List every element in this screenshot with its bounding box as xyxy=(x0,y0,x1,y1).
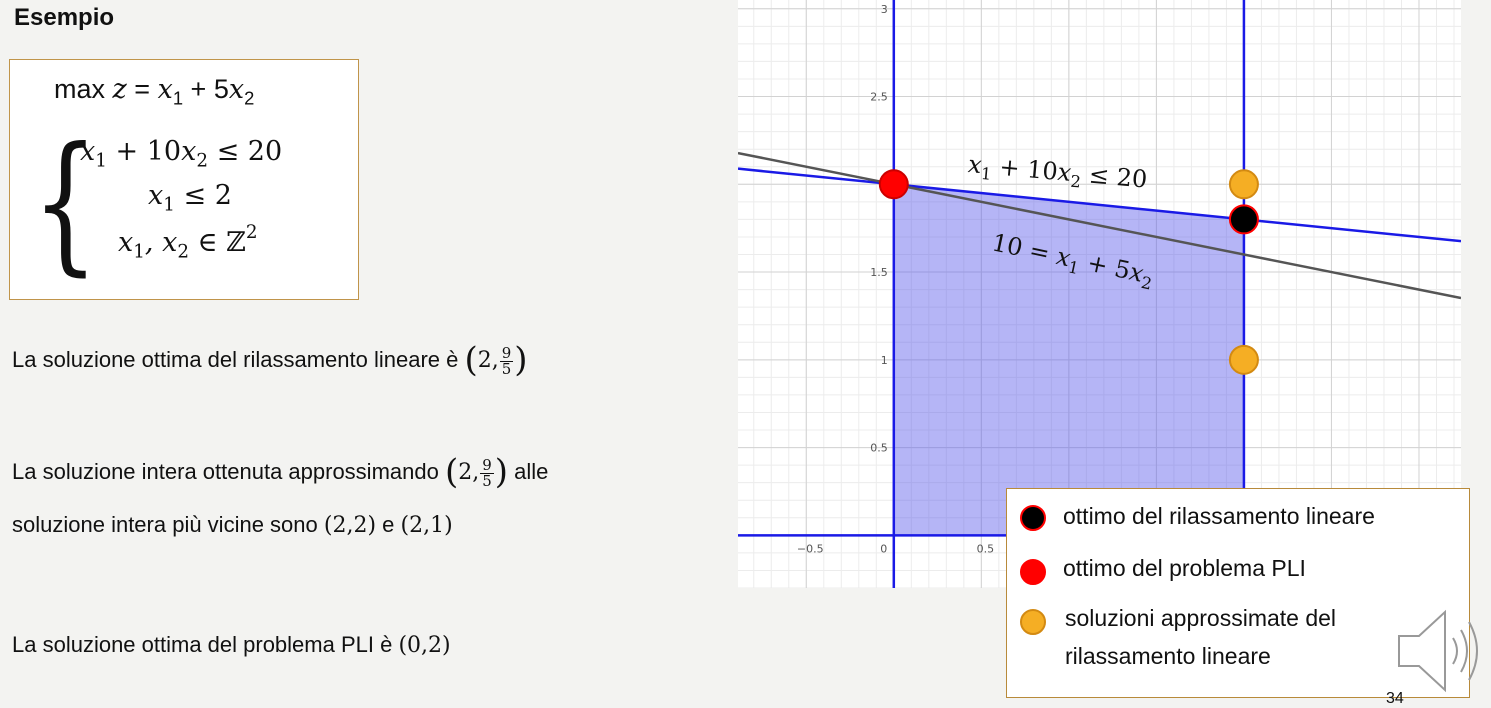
y-tick-label: 1.5 xyxy=(870,266,888,279)
page-number: 34 xyxy=(1386,690,1404,707)
legend-orange-dot xyxy=(1020,609,1046,635)
legend-black-dot xyxy=(1020,505,1046,531)
model-box: max z = x1 + 5x2 { x1 + 10x2 ≤ 20 x1 ≤ 2… xyxy=(9,59,359,300)
legend-red-dot xyxy=(1020,559,1046,585)
y-tick-label: 1 xyxy=(881,354,888,367)
solution-point xyxy=(878,169,909,200)
x-tick-label: −0.5 xyxy=(797,542,824,555)
constraint-1: x1 + 10x2 ≤ 20 xyxy=(80,136,283,172)
legend-label-approx-2: rilassamento lineare xyxy=(1065,643,1271,669)
paragraph-pli-optimum: La soluzione ottima del problema PLI è (… xyxy=(12,632,451,658)
constraint-3: x1, x2 ∈ ℤ2 xyxy=(118,222,258,263)
legend-label-pli: ottimo del problema PLI xyxy=(1063,555,1306,581)
y-tick-label: 0.5 xyxy=(870,442,888,455)
legend-label-relaxation: ottimo del rilassamento lineare xyxy=(1063,503,1375,529)
solution-point xyxy=(1228,344,1259,375)
constraint-2: x1 ≤ 2 xyxy=(148,180,232,216)
y-tick-label: 3 xyxy=(881,3,888,16)
legend-label-approx: soluzioni approssimate del xyxy=(1065,605,1337,631)
objective-function: max z = x1 + 5x2 xyxy=(54,74,255,109)
constraint-brace: { xyxy=(32,116,99,290)
speaker-icon[interactable] xyxy=(1393,606,1485,696)
slide-title: Esempio xyxy=(14,4,115,31)
x-tick-label: 0.5 xyxy=(977,542,995,555)
paragraph-rounding: La soluzione intera ottenuta approssiman… xyxy=(12,452,549,492)
paragraph-relaxation: La soluzione ottima del rilassamento lin… xyxy=(12,340,528,380)
feasible-region xyxy=(893,184,1244,536)
paragraph-rounding-2: soluzione intera più vicine sono (2,2) e… xyxy=(12,512,453,538)
legend: ottimo del rilassamento lineare ottimo d… xyxy=(1006,488,1470,698)
solution-point xyxy=(1228,169,1259,200)
plot-line xyxy=(738,167,1461,243)
y-tick-label: 2.5 xyxy=(870,91,888,104)
x-tick-label: 0 xyxy=(880,542,887,555)
plot-line xyxy=(738,151,1461,300)
solution-point xyxy=(1228,204,1259,235)
